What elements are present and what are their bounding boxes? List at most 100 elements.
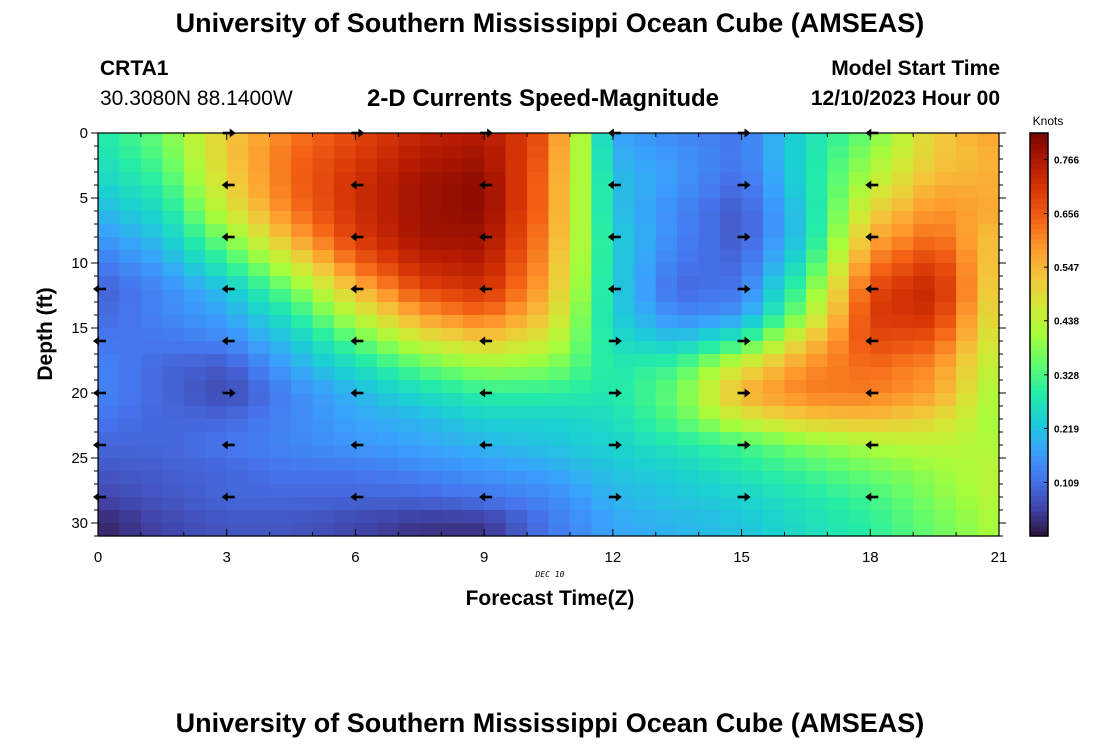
vector-arrow xyxy=(350,180,364,190)
heatmap-cell xyxy=(248,510,271,524)
heatmap-cell xyxy=(505,328,528,342)
heatmap-cell xyxy=(720,484,743,498)
heatmap-cell xyxy=(827,406,850,420)
heatmap-cell xyxy=(269,406,292,420)
heatmap-cell xyxy=(784,302,807,316)
heatmap-cell xyxy=(741,523,764,537)
heatmap-cell xyxy=(591,484,614,498)
heatmap-cell xyxy=(720,432,743,446)
heatmap-cell xyxy=(441,289,464,303)
heatmap-cell xyxy=(398,276,421,290)
heatmap-cell xyxy=(312,484,335,498)
heatmap-cell xyxy=(376,328,399,342)
heatmap-cell xyxy=(248,289,271,303)
heatmap-cell xyxy=(205,484,228,498)
heatmap-cell xyxy=(956,510,979,524)
heatmap-cell xyxy=(677,380,700,394)
heatmap-cell xyxy=(183,510,206,524)
heatmap-cell xyxy=(162,211,185,225)
heatmap-cell xyxy=(484,328,507,342)
heatmap-cell xyxy=(162,302,185,316)
heatmap-cell xyxy=(119,380,142,394)
heatmap-cell xyxy=(505,419,528,433)
heatmap-cell xyxy=(569,497,592,511)
heatmap-cell xyxy=(312,341,335,355)
heatmap-cell xyxy=(891,484,914,498)
heatmap-cell xyxy=(720,406,743,420)
heatmap-cell xyxy=(205,263,228,277)
heatmap-cell xyxy=(441,419,464,433)
heatmap-cell xyxy=(934,289,957,303)
heatmap-cell xyxy=(98,302,121,316)
heatmap-cell xyxy=(848,159,871,173)
heatmap-cell xyxy=(333,250,357,264)
heatmap-cell xyxy=(934,328,957,342)
heatmap-cell xyxy=(677,432,700,446)
heatmap-cell xyxy=(913,432,936,446)
heatmap-cell xyxy=(848,146,871,160)
heatmap-cell xyxy=(205,497,228,511)
heatmap-cell xyxy=(484,445,507,459)
heatmap-cell xyxy=(441,471,464,485)
heatmap-cell xyxy=(226,198,249,212)
heatmap-cell xyxy=(634,484,657,498)
heatmap-cell xyxy=(634,354,657,368)
heatmap-cell xyxy=(977,406,1000,420)
heatmap-cell xyxy=(934,237,957,251)
colorbar-segment xyxy=(1030,415,1048,421)
heatmap-cell xyxy=(312,289,335,303)
heatmap-cell xyxy=(655,354,678,368)
heatmap-cell xyxy=(162,458,185,472)
colorbar-segment xyxy=(1030,193,1048,200)
heatmap-cell xyxy=(548,419,571,433)
heatmap-cell xyxy=(269,510,292,524)
heatmap-cell xyxy=(505,276,528,290)
heatmap-cell xyxy=(226,432,249,446)
heatmap-cell xyxy=(462,250,485,264)
heatmap-cell xyxy=(805,484,828,498)
heatmap-cell xyxy=(720,198,743,212)
heatmap-cell xyxy=(484,497,507,511)
heatmap-cell xyxy=(763,133,786,147)
heatmap-cell xyxy=(248,185,271,199)
heatmap-cell xyxy=(698,380,721,394)
heatmap-cell xyxy=(312,380,335,394)
heatmap-cell xyxy=(333,263,357,277)
heatmap-cell xyxy=(591,185,614,199)
colorbar-segment xyxy=(1030,505,1048,512)
heatmap-cell xyxy=(226,354,249,368)
heatmap-cell xyxy=(398,341,421,355)
y-tick-label: 15 xyxy=(71,320,88,337)
heatmap-cell xyxy=(355,471,378,485)
heatmap-cell xyxy=(977,367,1000,381)
heatmap-cell xyxy=(291,367,314,381)
vector-arrow xyxy=(737,440,751,450)
heatmap-cell xyxy=(527,198,550,212)
colorbar-segment xyxy=(1030,520,1048,527)
heatmap-cell xyxy=(248,380,271,394)
heatmap-cell xyxy=(162,354,185,368)
heatmap-cell xyxy=(333,380,357,394)
heatmap-cell xyxy=(634,380,657,394)
heatmap-cell xyxy=(805,263,828,277)
heatmap-cell xyxy=(98,445,121,459)
heatmap-cell xyxy=(870,419,893,433)
heatmap-cell xyxy=(677,341,700,355)
heatmap-cell xyxy=(333,341,357,355)
heatmap-cell xyxy=(741,146,764,160)
heatmap-cell xyxy=(591,172,614,186)
heatmap-cell xyxy=(333,198,357,212)
heatmap-cell xyxy=(977,445,1000,459)
heatmap-cell xyxy=(269,432,292,446)
heatmap-cell xyxy=(269,471,292,485)
heatmap-cell xyxy=(655,432,678,446)
heatmap-cell xyxy=(677,471,700,485)
heatmap-cell xyxy=(805,146,828,160)
heatmap-cell xyxy=(913,198,936,212)
vector-arrow xyxy=(221,492,235,502)
heatmap-cell xyxy=(612,237,635,251)
heatmap-cell xyxy=(355,432,378,446)
heatmap-cell xyxy=(698,484,721,498)
colorbar-segment xyxy=(1030,243,1048,250)
colorbar-segment xyxy=(1030,223,1048,230)
